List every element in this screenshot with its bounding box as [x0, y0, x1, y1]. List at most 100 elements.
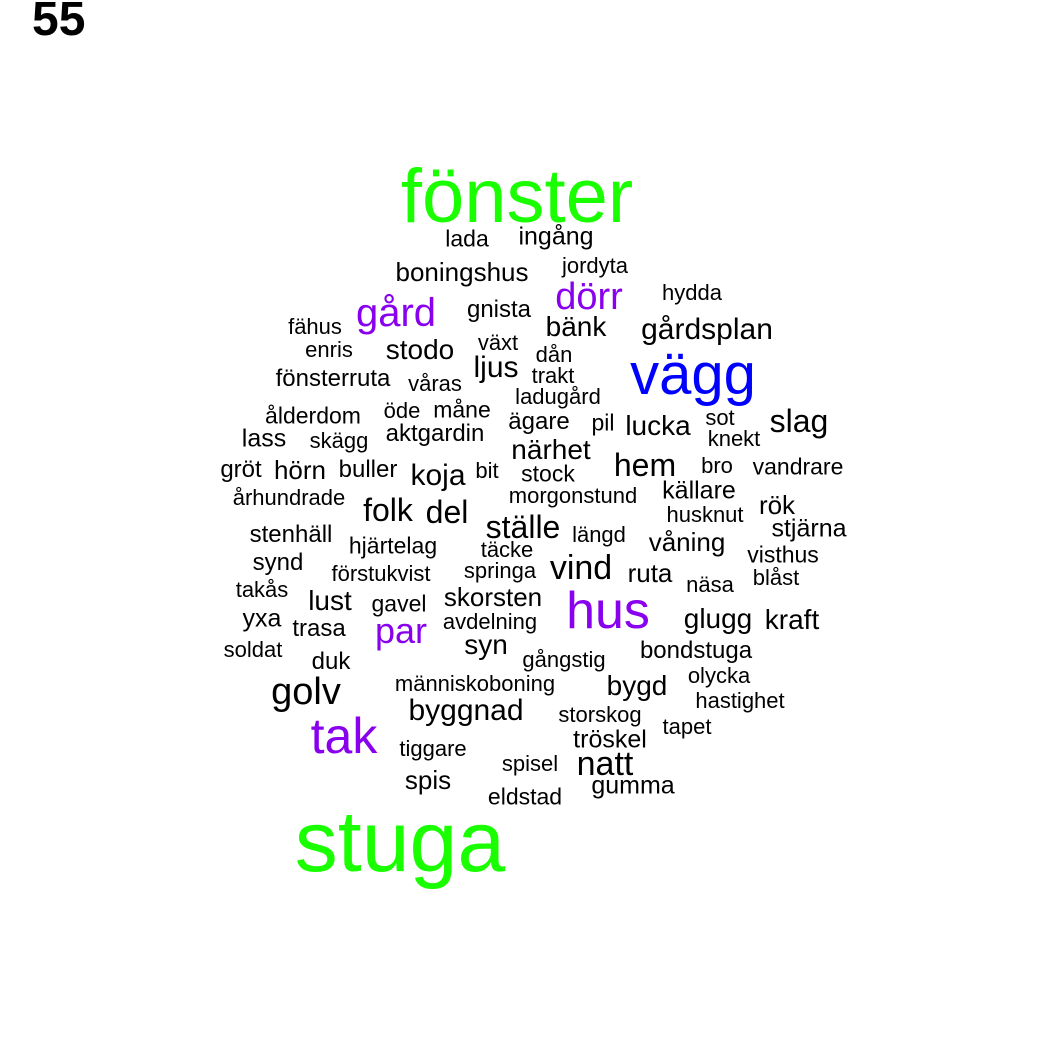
word-buller: buller — [338, 456, 398, 483]
word-yxa: yxa — [242, 604, 282, 633]
word-par: par — [374, 610, 428, 651]
word-golv: golv — [271, 671, 341, 713]
word-vandrare: vandrare — [752, 453, 844, 480]
word-hem: hem — [613, 447, 677, 483]
word-forstukvist: förstukvist — [331, 561, 431, 586]
word-fonsterruta: fönsterruta — [275, 365, 391, 392]
word-gangstig: gångstig — [522, 647, 606, 672]
word-vind: vind — [549, 549, 613, 587]
word-varas: våras — [408, 371, 462, 396]
word-glugg: glugg — [683, 603, 753, 634]
word-husknut: husknut — [666, 502, 744, 527]
word-springa: springa — [463, 558, 537, 583]
word-enris: enris — [305, 337, 353, 362]
word-alderdom: ålderdom — [265, 402, 361, 429]
word-arhundrade: århundrade — [232, 485, 346, 510]
word-ladugard: ladugård — [515, 384, 601, 409]
word-bygd: bygd — [606, 670, 668, 701]
word-troskel: tröskel — [573, 725, 647, 754]
word-kraft: kraft — [764, 604, 820, 635]
word-narhet: närhet — [511, 434, 591, 465]
word-vaxt: växt — [477, 330, 519, 355]
word-hydda: hydda — [662, 280, 722, 305]
word-stenhall: stenhäll — [249, 521, 333, 548]
word-rok: rök — [758, 490, 796, 520]
word-ljus: ljus — [473, 351, 519, 384]
word-langd: längd — [572, 522, 626, 547]
word-tak: tak — [310, 708, 378, 764]
word-kallare: källare — [662, 476, 736, 505]
word-bit: bit — [475, 458, 499, 483]
word-sot: sot — [705, 405, 735, 430]
word-tapet: tapet — [662, 714, 712, 739]
word-ingang: ingång — [518, 222, 594, 251]
word-bank: bänk — [545, 311, 607, 342]
word-stodo: stodo — [385, 334, 455, 365]
word-byggnad: byggnad — [408, 694, 524, 727]
word-lucka: lucka — [625, 410, 691, 441]
word-stalle: ställe — [485, 509, 561, 545]
word-lass: lass — [241, 424, 287, 453]
word-vagg: vägg — [630, 342, 756, 407]
word-skorsten: skorsten — [443, 582, 543, 612]
word-takas: takås — [235, 577, 289, 602]
word-hastighet: hastighet — [695, 688, 785, 713]
word-natt: natt — [576, 745, 634, 783]
word-storskog: storskog — [558, 702, 642, 727]
word-avdelning: avdelning — [442, 609, 538, 634]
word-koja: koja — [410, 459, 466, 492]
word-morgonstund: morgonstund — [508, 483, 638, 508]
figure-label: 55 — [32, 0, 86, 46]
word-spis: spis — [404, 765, 452, 795]
word-manniskoboning: människoboning — [394, 671, 556, 696]
word-dorr: dörr — [555, 276, 623, 318]
word-blast: blåst — [752, 565, 800, 590]
word-pil: pil — [591, 409, 615, 436]
word-folk: folk — [363, 492, 413, 528]
word-horn: hörn — [273, 455, 327, 485]
word-gnista: gnista — [466, 296, 532, 323]
word-nasa: näsa — [686, 572, 734, 597]
word-hjartelag: hjärtelag — [348, 532, 438, 559]
word-knekt: knekt — [707, 426, 761, 451]
word-tacke: täcke — [480, 537, 534, 562]
word-duk: duk — [311, 648, 351, 675]
word-trasa: trasa — [292, 615, 346, 642]
word-stjarna: stjärna — [771, 514, 847, 543]
word-soldat: soldat — [223, 637, 283, 662]
word-lust: lust — [308, 585, 352, 616]
word-gard: gård — [355, 291, 437, 335]
word-skagg: skägg — [309, 428, 369, 453]
word-olycka: olycka — [687, 663, 751, 688]
word-bro: bro — [701, 453, 733, 478]
word-gardsplan: gårdsplan — [641, 313, 773, 346]
word-aktgardin: aktgardin — [385, 420, 485, 447]
word-eldstad: eldstad — [487, 783, 563, 810]
word-gumma: gumma — [591, 771, 675, 800]
word-boningshus: boningshus — [395, 257, 529, 287]
word-bondstuga: bondstuga — [639, 637, 753, 664]
word-syn: syn — [464, 629, 508, 660]
word-ruta: ruta — [627, 558, 673, 588]
word-del: del — [425, 494, 469, 530]
word-tiggare: tiggare — [399, 736, 467, 761]
word-dan: dån — [535, 342, 573, 367]
word-fonster: fönster — [400, 154, 634, 239]
word-mane: måne — [433, 396, 491, 423]
word-ode: öde — [383, 398, 421, 423]
word-synd: synd — [252, 549, 304, 576]
word-hus: hus — [566, 582, 650, 640]
word-visthus: visthus — [747, 541, 819, 568]
word-stock: stock — [521, 460, 575, 487]
word-slag: slag — [769, 403, 829, 439]
word-jordyta: jordyta — [561, 253, 629, 278]
word-gavel: gavel — [371, 590, 427, 617]
word-grot: gröt — [220, 456, 262, 483]
word-agare: ägare — [508, 408, 570, 435]
word-fahus: fähus — [288, 314, 342, 339]
word-stuga: stuga — [294, 794, 506, 890]
word-trakt: trakt — [531, 363, 575, 388]
word-spisel: spisel — [501, 751, 559, 776]
word-lada: lada — [445, 225, 489, 252]
